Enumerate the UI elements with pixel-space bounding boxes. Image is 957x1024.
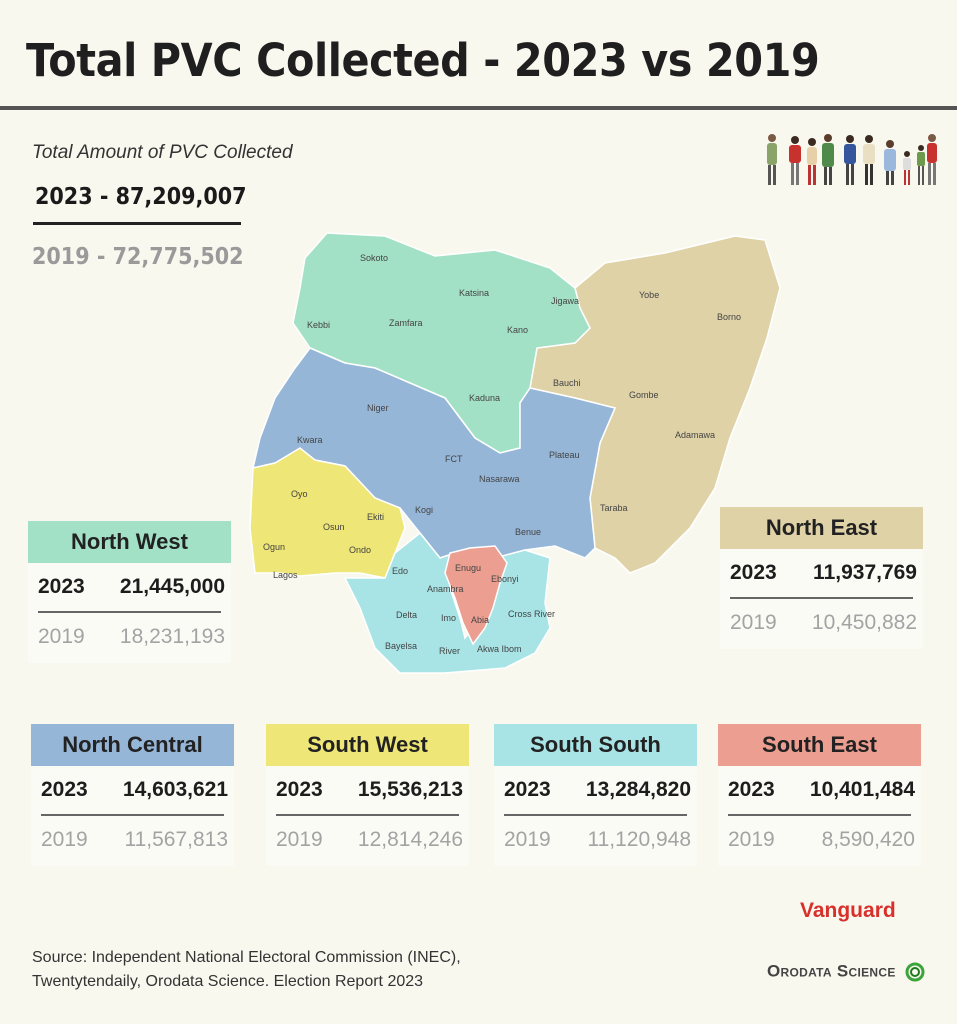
value-2019: 10,450,882 [811, 611, 917, 634]
state-label: Benue [515, 527, 541, 537]
state-label: Yobe [639, 290, 659, 300]
value-2023: 11,937,769 [813, 561, 917, 584]
state-label: Kwara [297, 435, 323, 445]
state-label: Adamawa [675, 430, 715, 440]
state-label: Imo [441, 613, 456, 623]
total-divider [33, 222, 241, 225]
state-label: Zamfara [389, 318, 423, 328]
orodata-ring-icon [905, 962, 925, 982]
value-2019: 12,814,246 [357, 828, 463, 851]
state-label: Abia [471, 615, 489, 625]
year-2019: 2019 [38, 625, 85, 648]
source-line-2: Twentytendaily, Orodata Science. Electio… [32, 973, 424, 990]
page-title: Total PVC Collected - 2023 vs 2019 [26, 34, 820, 87]
state-label: Cross River [508, 609, 555, 619]
voters-illustration-icon [767, 134, 937, 185]
value-2023: 10,401,484 [809, 778, 915, 801]
value-2019: 18,231,193 [119, 625, 225, 648]
total-2023: 2023 - 87,209,007 [35, 184, 247, 210]
value-2019: 8,590,420 [821, 828, 915, 851]
state-label: Bauchi [553, 378, 581, 388]
year-2019: 2019 [728, 828, 775, 851]
state-label: Bayelsa [385, 641, 417, 651]
zone-card-north-east: North East 2023 11,937,769 2019 10,450,882 [720, 507, 923, 649]
state-label: Kebbi [307, 320, 330, 330]
orodata-name: Orodata Science [767, 961, 896, 981]
value-2023: 15,536,213 [357, 778, 463, 801]
summary-heading: Total Amount of PVC Collected [32, 142, 293, 163]
year-2023: 2023 [728, 778, 775, 801]
value-2023: 14,603,621 [122, 778, 228, 801]
state-label: Nasarawa [479, 474, 520, 484]
year-2019: 2019 [504, 828, 551, 851]
state-label: Anambra [427, 584, 464, 594]
value-2019: 11,567,813 [124, 828, 228, 851]
zone-name: South East [718, 724, 921, 766]
state-label: Plateau [549, 450, 580, 460]
zone-card-south-west: South West 2023 15,536,213 2019 12,814,246 [266, 724, 469, 866]
value-2023: 21,445,000 [119, 575, 225, 598]
zone-card-north-west: North West 2023 21,445,000 2019 18,231,193 [28, 521, 231, 663]
state-label: Osun [323, 522, 345, 532]
state-label: Niger [367, 403, 389, 413]
zone-name: North West [28, 521, 231, 563]
state-label: Ogun [263, 542, 285, 552]
state-label: Katsina [459, 288, 489, 298]
state-label: Akwa Ibom [477, 644, 522, 654]
state-label: Delta [396, 610, 417, 620]
year-2019: 2019 [41, 828, 88, 851]
state-label: FCT [445, 454, 463, 464]
state-label: Ekiti [367, 512, 384, 522]
state-label: Ebonyi [491, 574, 519, 584]
state-label: Ondo [349, 545, 371, 555]
region-south-east [444, 545, 508, 646]
source-line-1: Source: Independent National Electoral C… [32, 949, 461, 966]
zone-name: North East [720, 507, 923, 549]
state-label: Kogi [415, 505, 433, 515]
state-label: Oyo [291, 489, 308, 499]
year-2019: 2019 [730, 611, 777, 634]
zone-name: North Central [31, 724, 234, 766]
year-2023: 2023 [41, 778, 88, 801]
state-label: Lagos [273, 570, 298, 580]
year-2023: 2023 [504, 778, 551, 801]
value-2019: 11,120,948 [587, 828, 691, 851]
vanguard-logo: Vanguard [800, 899, 896, 922]
state-label: Kano [507, 325, 528, 335]
nigeria-map: Sokoto Kebbi Zamfara Katsina Kano Jigawa… [249, 232, 781, 674]
zone-name: South West [266, 724, 469, 766]
zone-card-south-south: South South 2023 13,284,820 2019 11,120,94… [494, 724, 697, 866]
year-2023: 2023 [276, 778, 323, 801]
state-label: Gombe [629, 390, 659, 400]
value-2023: 13,284,820 [585, 778, 691, 801]
zone-card-south-east: South East 2023 10,401,484 2019 8,590,420 [718, 724, 921, 866]
total-2019: 2019 - 72,775,502 [32, 244, 244, 270]
state-label: River [439, 646, 460, 656]
source-note: Source: Independent National Electoral C… [32, 946, 461, 994]
orodata-logo: Orodata Science [767, 961, 926, 983]
state-label: Enugu [455, 563, 481, 573]
state-label: Jigawa [551, 296, 579, 306]
zone-card-north-central: North Central 2023 14,603,621 2019 11,567,… [31, 724, 234, 866]
state-label: Sokoto [360, 253, 388, 263]
year-2023: 2023 [38, 575, 85, 598]
year-2023: 2023 [730, 561, 777, 584]
zone-name: South South [494, 724, 697, 766]
year-2019: 2019 [276, 828, 323, 851]
state-label: Borno [717, 312, 741, 322]
title-divider [0, 106, 957, 110]
state-label: Kaduna [469, 393, 500, 403]
state-label: Taraba [600, 503, 628, 513]
state-label: Edo [392, 566, 408, 576]
